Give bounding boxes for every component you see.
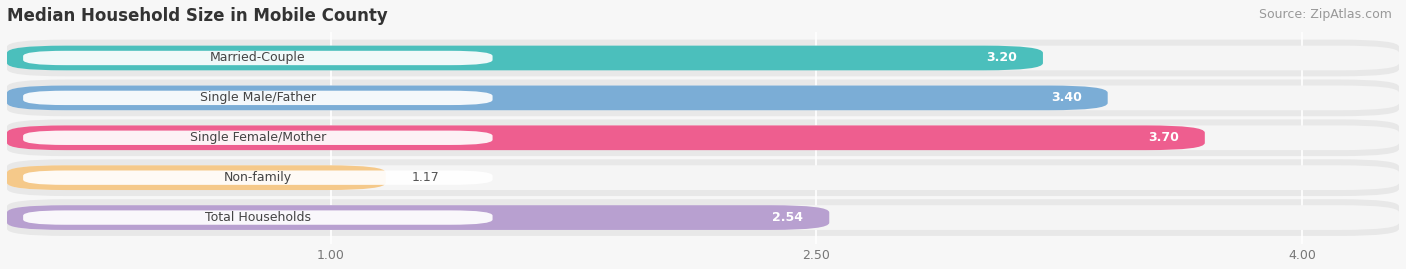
Text: Source: ZipAtlas.com: Source: ZipAtlas.com bbox=[1258, 8, 1392, 21]
FancyBboxPatch shape bbox=[7, 40, 1399, 76]
FancyBboxPatch shape bbox=[7, 125, 1205, 150]
FancyBboxPatch shape bbox=[7, 46, 1399, 70]
Text: Single Male/Father: Single Male/Father bbox=[200, 91, 316, 104]
FancyBboxPatch shape bbox=[22, 210, 492, 225]
FancyBboxPatch shape bbox=[7, 125, 1399, 150]
FancyBboxPatch shape bbox=[22, 91, 492, 105]
Text: 3.70: 3.70 bbox=[1149, 131, 1178, 144]
FancyBboxPatch shape bbox=[7, 165, 385, 190]
FancyBboxPatch shape bbox=[7, 80, 1399, 116]
FancyBboxPatch shape bbox=[7, 205, 830, 230]
Text: 3.20: 3.20 bbox=[986, 51, 1017, 65]
FancyBboxPatch shape bbox=[22, 171, 492, 185]
FancyBboxPatch shape bbox=[22, 51, 492, 65]
Text: Median Household Size in Mobile County: Median Household Size in Mobile County bbox=[7, 7, 388, 25]
FancyBboxPatch shape bbox=[7, 119, 1399, 156]
Text: Non-family: Non-family bbox=[224, 171, 292, 184]
Text: Single Female/Mother: Single Female/Mother bbox=[190, 131, 326, 144]
Text: Married-Couple: Married-Couple bbox=[209, 51, 305, 65]
Text: 2.54: 2.54 bbox=[772, 211, 803, 224]
FancyBboxPatch shape bbox=[7, 199, 1399, 236]
Text: 3.40: 3.40 bbox=[1050, 91, 1081, 104]
FancyBboxPatch shape bbox=[7, 205, 1399, 230]
FancyBboxPatch shape bbox=[7, 86, 1399, 110]
FancyBboxPatch shape bbox=[22, 130, 492, 145]
FancyBboxPatch shape bbox=[7, 86, 1108, 110]
FancyBboxPatch shape bbox=[7, 159, 1399, 196]
FancyBboxPatch shape bbox=[7, 46, 1043, 70]
Text: Total Households: Total Households bbox=[205, 211, 311, 224]
FancyBboxPatch shape bbox=[7, 165, 1399, 190]
Text: 1.17: 1.17 bbox=[412, 171, 440, 184]
